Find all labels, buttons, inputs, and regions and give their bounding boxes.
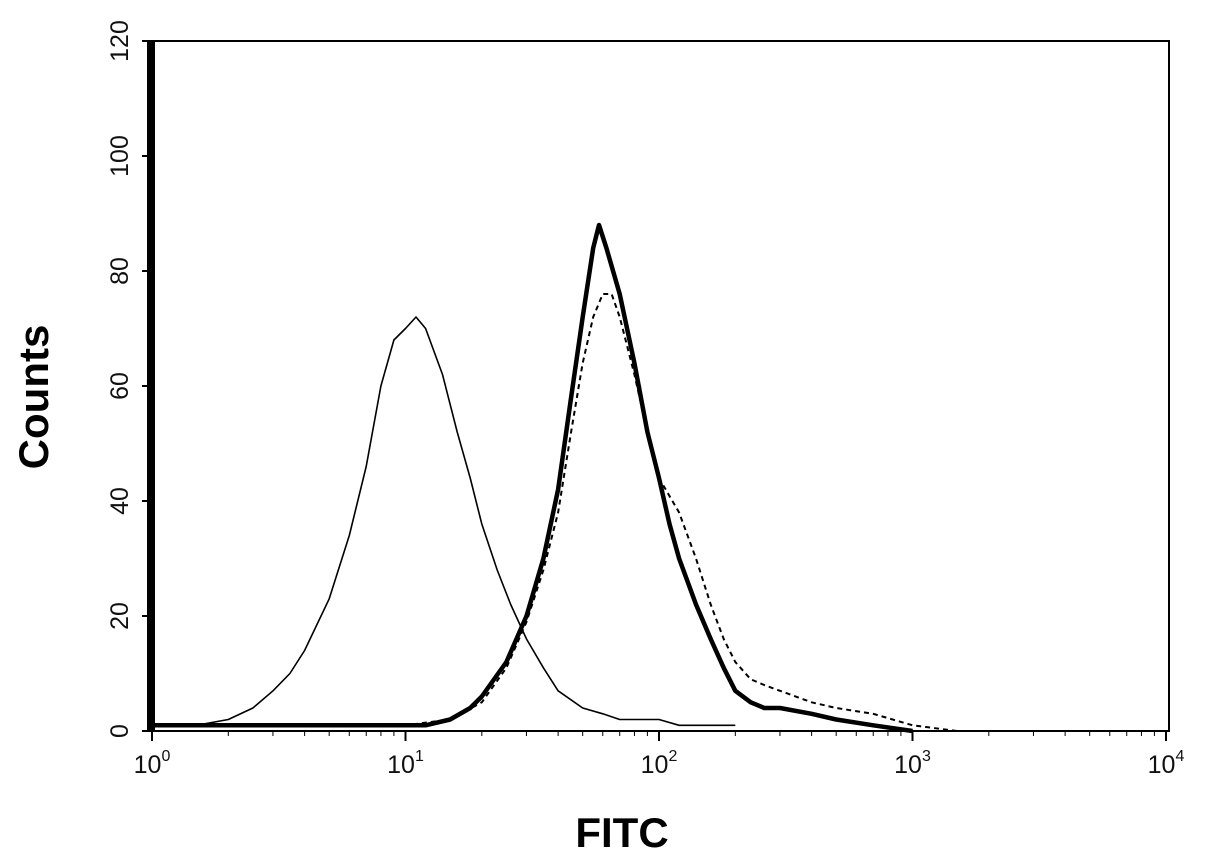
- y-axis-title: Counts: [10, 325, 57, 470]
- x-tick-label: 102: [641, 748, 678, 779]
- x-tick-label: 104: [1148, 748, 1185, 779]
- y-tick-label: 80: [106, 257, 134, 285]
- y-axis-ticks: 0 20 40 60 80 100 120: [106, 20, 152, 738]
- series-layer: [152, 222, 989, 734]
- x-axis-title: FITC: [575, 809, 668, 856]
- x-tick-label: 100: [134, 748, 171, 779]
- series-line-thick-solid: [152, 222, 913, 734]
- y-tick-label: 20: [106, 602, 134, 630]
- x-tick-label: 101: [387, 748, 424, 779]
- series-line-thin-solid: [152, 316, 736, 727]
- y-tick-label: 60: [106, 372, 134, 400]
- y-tick-label: 120: [106, 20, 134, 62]
- y-tick-label: 40: [106, 487, 134, 515]
- series-line-dashed: [152, 293, 989, 732]
- y-tick-label: 100: [106, 135, 134, 177]
- y-tick-label: 0: [106, 724, 134, 738]
- x-axis-ticks: 100 101 102 103 104: [134, 731, 1185, 779]
- plot-frame: [147, 40, 1170, 732]
- x-tick-label: 103: [894, 748, 931, 779]
